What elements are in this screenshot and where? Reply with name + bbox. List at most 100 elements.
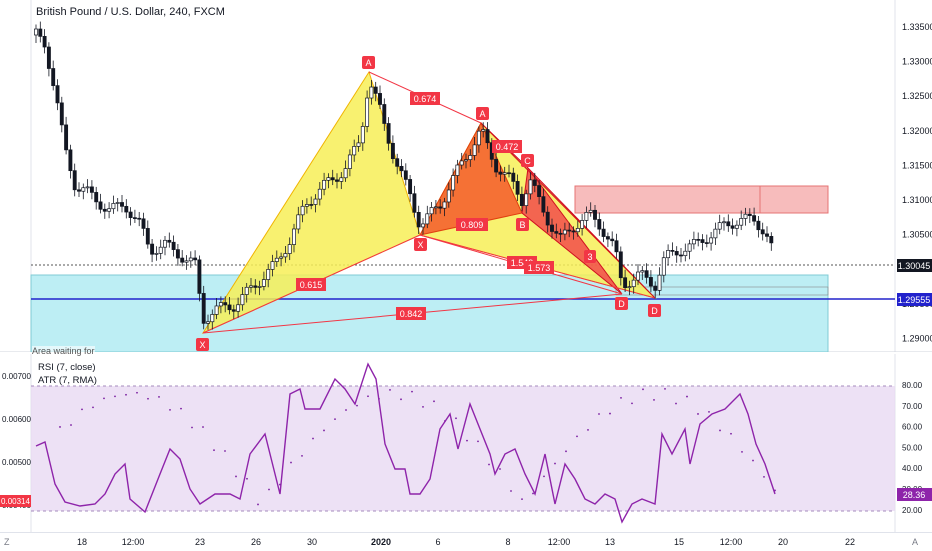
svg-text:0.472: 0.472 [496, 142, 519, 152]
candle-body [459, 160, 464, 166]
candle-body [34, 28, 38, 36]
atr-dot [367, 395, 369, 398]
atr-dot [532, 492, 534, 495]
svg-text:B: B [519, 220, 525, 230]
candle-body [468, 155, 473, 160]
point-label-d1[interactable]: D [615, 297, 628, 310]
symbol-title[interactable]: British Pound / U.S. Dollar, 240, FXCM [36, 6, 225, 18]
candle-body [330, 177, 335, 181]
candle-body [386, 123, 391, 144]
candle-body [709, 237, 714, 244]
point-label-b[interactable]: B [516, 218, 529, 231]
candle-body [704, 242, 709, 244]
candle-body [532, 179, 537, 186]
candle-body [132, 217, 137, 219]
target-box [615, 286, 829, 296]
atr-dot [675, 402, 677, 405]
atr-dot [323, 429, 325, 432]
time-tick: 2020 [370, 537, 392, 547]
last-price-badge: 1.30045 [897, 259, 932, 272]
time-tick: 26 [250, 537, 262, 547]
pink-zone[interactable] [574, 185, 829, 214]
candle-body [760, 229, 765, 235]
candle-body [627, 286, 632, 289]
atr-tick: 0.00600 [2, 415, 31, 424]
atr-dot [521, 498, 523, 501]
price-chart-pane[interactable]: 0.674 0.472 0.809 0.615 0.842 1.549 1.57… [0, 0, 932, 356]
price-chart-canvas[interactable]: 0.674 0.472 0.809 0.615 0.842 1.549 1.57… [0, 0, 932, 353]
point-label-d2[interactable]: D [648, 304, 661, 317]
candle-body [605, 236, 610, 240]
candle-body [102, 208, 107, 212]
candle-body [154, 253, 159, 255]
candle-body [442, 201, 447, 209]
price-tick: 1.29000 [902, 333, 932, 343]
atr-dot [477, 440, 479, 443]
corner-left-marker[interactable]: Z [4, 537, 10, 547]
candle-body [68, 149, 73, 172]
ratio-label-0809[interactable]: 0.809 [456, 218, 488, 231]
atr-dot [290, 461, 292, 464]
ratio-label-0674[interactable]: 0.674 [410, 92, 440, 105]
time-axis[interactable]: Z 18 12:00 23 26 30 2020 6 8 12:00 13 15… [0, 532, 932, 551]
atr-dot [554, 462, 556, 465]
ratio-label-1573[interactable]: 1.573 [524, 261, 554, 274]
atr-label[interactable]: ATR (7, RMA) [38, 375, 97, 386]
candle-body [59, 102, 64, 126]
svg-text:A: A [479, 109, 485, 119]
time-tick: 30 [306, 537, 318, 547]
ratio-label-0615[interactable]: 0.615 [296, 278, 326, 291]
candle-body [528, 179, 533, 195]
atr-dot [642, 388, 644, 391]
candle-body [674, 251, 679, 256]
svg-text:X: X [199, 340, 205, 350]
rsi-label[interactable]: RSI (7, close) [38, 362, 96, 373]
atr-dot [235, 475, 237, 478]
rsi-tick: 70.00 [902, 402, 923, 411]
candle-body [244, 286, 249, 295]
point-label-a1[interactable]: A [362, 56, 375, 69]
point-label-a2[interactable]: A [476, 107, 489, 120]
candle-body [378, 93, 382, 105]
atr-dot [565, 450, 567, 453]
svg-text:0.674: 0.674 [414, 94, 437, 104]
point-label-c[interactable]: C [521, 154, 534, 167]
candle-body [476, 130, 481, 146]
ratio-label-0472[interactable]: 0.472 [492, 140, 522, 153]
candle-body [425, 213, 430, 225]
candle-body [261, 279, 266, 287]
price-tick: 1.30500 [902, 230, 932, 240]
candle-body [201, 293, 206, 324]
candle-body [313, 198, 318, 205]
atr-dot [620, 397, 622, 399]
count-label-3[interactable]: 3 [584, 250, 596, 263]
candle-body [347, 154, 352, 169]
cyan-zone[interactable] [30, 274, 829, 353]
candle-body [412, 193, 417, 213]
point-label-x2[interactable]: X [414, 238, 427, 251]
candle-body [283, 253, 288, 258]
point-label-x1[interactable]: X [196, 338, 209, 351]
candle-body [670, 250, 675, 252]
candle-body [416, 211, 421, 228]
candle-body [588, 209, 593, 213]
candle-body [249, 285, 253, 288]
candle-body [373, 86, 378, 94]
atr-dot [191, 426, 193, 429]
candle-body [167, 239, 172, 243]
time-tick: 18 [76, 537, 88, 547]
corner-right-marker[interactable]: A [912, 537, 919, 547]
candle-body [524, 193, 529, 206]
candle-body [253, 285, 258, 288]
atr-tick: 0.00700 [2, 372, 31, 381]
candle-body [64, 124, 69, 151]
atr-dot [719, 429, 721, 432]
atr-dot [312, 437, 314, 440]
candle-body [317, 188, 322, 200]
ratio-label-0842[interactable]: 0.842 [396, 307, 426, 320]
candle-body [77, 189, 81, 192]
candle-body [446, 189, 451, 203]
